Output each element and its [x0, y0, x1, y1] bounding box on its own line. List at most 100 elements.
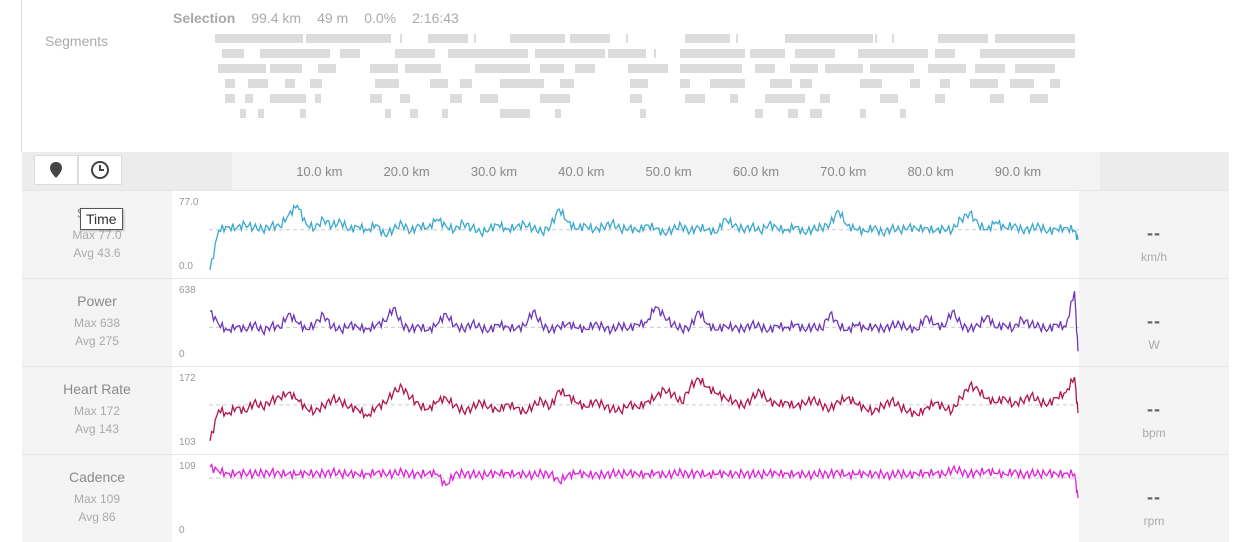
- segment-bar[interactable]: [928, 64, 966, 73]
- segment-bar[interactable]: [318, 64, 336, 73]
- segment-bar[interactable]: [315, 94, 321, 103]
- segment-bar[interactable]: [400, 94, 410, 103]
- segment-bar[interactable]: [1040, 49, 1075, 58]
- segment-bar[interactable]: [680, 79, 690, 88]
- segment-bar[interactable]: [858, 49, 928, 58]
- segment-bar[interactable]: [795, 49, 835, 58]
- segment-bar[interactable]: [474, 34, 476, 43]
- segment-bar[interactable]: [765, 94, 805, 103]
- segment-bar[interactable]: [306, 34, 391, 43]
- segment-bar[interactable]: [215, 34, 303, 43]
- segment-bar[interactable]: [788, 109, 798, 118]
- segment-bar[interactable]: [405, 64, 441, 73]
- distance-mode-button[interactable]: [34, 155, 78, 185]
- segment-bar[interactable]: [225, 79, 235, 88]
- segment-bar[interactable]: [218, 64, 266, 73]
- segment-bar[interactable]: [222, 49, 244, 58]
- speed-chart[interactable]: [209, 191, 1079, 278]
- segment-bar[interactable]: [540, 94, 570, 103]
- segment-bar[interactable]: [630, 94, 642, 103]
- segment-bar[interactable]: [428, 34, 468, 43]
- segment-bar[interactable]: [1050, 79, 1060, 88]
- segment-bar[interactable]: [1015, 64, 1055, 73]
- segment-bar[interactable]: [480, 94, 498, 103]
- segment-bar[interactable]: [860, 79, 882, 88]
- segment-bar[interactable]: [535, 49, 605, 58]
- segment-bar[interactable]: [510, 34, 565, 43]
- segment-bar[interactable]: [395, 49, 435, 58]
- segment-bar[interactable]: [785, 34, 873, 43]
- power-plot-area[interactable]: 638 0: [172, 279, 1079, 366]
- segment-bar[interactable]: [375, 79, 399, 88]
- segment-bar[interactable]: [540, 64, 564, 73]
- segment-bar[interactable]: [310, 79, 322, 88]
- segment-bar[interactable]: [475, 64, 530, 73]
- segment-bar[interactable]: [385, 109, 391, 118]
- segment-bar[interactable]: [500, 109, 530, 118]
- segment-bar[interactable]: [1030, 94, 1048, 103]
- segment-bar[interactable]: [685, 34, 730, 43]
- segment-bar[interactable]: [935, 49, 955, 58]
- segment-bar[interactable]: [370, 64, 398, 73]
- segment-bar[interactable]: [430, 79, 448, 88]
- segment-bar[interactable]: [970, 79, 998, 88]
- segment-bar[interactable]: [300, 109, 306, 118]
- segment-bar[interactable]: [400, 34, 402, 43]
- segment-bar[interactable]: [248, 79, 268, 88]
- segment-bar[interactable]: [685, 94, 705, 103]
- segment-bar[interactable]: [630, 79, 648, 88]
- segment-bar[interactable]: [370, 94, 382, 103]
- cadence-chart[interactable]: [209, 455, 1079, 542]
- segment-bar[interactable]: [940, 79, 950, 88]
- speed-plot-area[interactable]: 77.0 0.0: [172, 191, 1079, 278]
- segment-bar[interactable]: [990, 94, 1004, 103]
- segment-bar[interactable]: [270, 64, 302, 73]
- segment-bar[interactable]: [875, 34, 877, 43]
- segment-bar[interactable]: [460, 79, 472, 88]
- segment-bar[interactable]: [260, 49, 330, 58]
- segment-bar[interactable]: [790, 64, 818, 73]
- segment-bar[interactable]: [608, 49, 646, 58]
- segment-bar[interactable]: [628, 64, 668, 73]
- segment-bar[interactable]: [500, 79, 544, 88]
- segment-bar[interactable]: [555, 109, 561, 118]
- segment-bar[interactable]: [980, 49, 1040, 58]
- segment-bar[interactable]: [1010, 79, 1034, 88]
- segment-bar[interactable]: [640, 109, 646, 118]
- segment-bar[interactable]: [770, 79, 792, 88]
- segment-bar[interactable]: [285, 79, 295, 88]
- segment-bar[interactable]: [870, 64, 914, 73]
- power-chart[interactable]: [209, 279, 1079, 366]
- time-mode-button[interactable]: [78, 155, 122, 185]
- segment-bar[interactable]: [340, 49, 360, 58]
- segment-bar[interactable]: [626, 34, 628, 43]
- segment-bar[interactable]: [755, 64, 775, 73]
- cadence-plot-area[interactable]: 109 0: [172, 455, 1079, 542]
- segments-area[interactable]: [210, 34, 1080, 124]
- segment-bar[interactable]: [900, 109, 906, 118]
- segment-bar[interactable]: [240, 109, 246, 118]
- segment-bar[interactable]: [892, 34, 894, 43]
- segment-bar[interactable]: [750, 49, 785, 58]
- segment-bar[interactable]: [736, 34, 738, 43]
- segment-bar[interactable]: [450, 94, 462, 103]
- segment-bar[interactable]: [654, 49, 656, 58]
- heart-rate-chart[interactable]: [209, 367, 1079, 454]
- segment-bar[interactable]: [910, 79, 920, 88]
- segment-bar[interactable]: [935, 94, 945, 103]
- segment-bar[interactable]: [225, 94, 235, 103]
- segment-bar[interactable]: [680, 49, 745, 58]
- segment-bar[interactable]: [680, 64, 742, 73]
- segment-bar[interactable]: [575, 64, 595, 73]
- segment-bar[interactable]: [710, 79, 745, 88]
- segment-bar[interactable]: [448, 49, 528, 58]
- segment-bar[interactable]: [820, 94, 830, 103]
- segment-bar[interactable]: [800, 79, 812, 88]
- segment-bar[interactable]: [880, 94, 898, 103]
- segment-bar[interactable]: [825, 64, 863, 73]
- segment-bar[interactable]: [245, 94, 253, 103]
- segment-bar[interactable]: [730, 94, 738, 103]
- segment-bar[interactable]: [938, 34, 988, 43]
- segment-bar[interactable]: [810, 109, 822, 118]
- segment-bar[interactable]: [995, 34, 1075, 43]
